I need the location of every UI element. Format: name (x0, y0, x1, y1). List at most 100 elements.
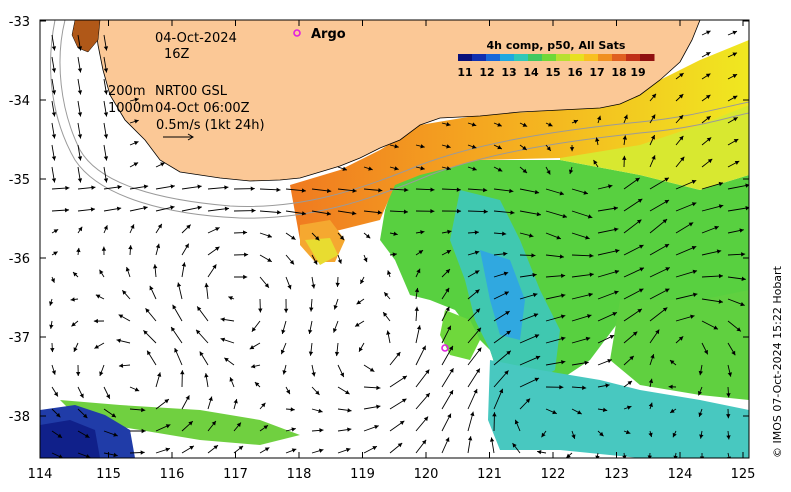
velocity-arrowhead (73, 347, 78, 352)
velocity-arrowhead (116, 206, 122, 211)
velocity-arrowhead (101, 246, 107, 251)
lon-tick-label: 114 (28, 467, 53, 482)
colorbar-swatch (598, 54, 613, 61)
velocity-arrowhead (647, 455, 652, 458)
velocity-arrowhead (585, 336, 591, 342)
velocity-arrowhead (625, 429, 631, 435)
velocity-arrowhead (291, 448, 297, 453)
velocity-arrowhead (713, 325, 719, 330)
velocity-arrowhead (637, 198, 643, 203)
velocity-arrowhead (342, 166, 347, 171)
colorbar-swatch (472, 54, 487, 61)
velocity-arrowhead (53, 251, 58, 256)
velocity-arrowhead (326, 211, 332, 216)
sst-green-west (60, 400, 300, 445)
velocity-arrowhead (250, 186, 255, 191)
velocity-arrowhead (588, 292, 593, 297)
velocity-arrowhead (745, 205, 749, 211)
velocity-arrowhead (510, 210, 515, 215)
velocity-arrowhead (372, 446, 377, 451)
velocity-arrowhead (650, 135, 655, 140)
velocity-arrowhead (582, 385, 587, 390)
velocity-arrowhead (394, 166, 399, 171)
velocity-arrowhead (512, 443, 517, 448)
velocity-arrowhead (308, 351, 314, 356)
velocity-arrowhead (541, 432, 546, 438)
velocity-arrowhead (716, 249, 722, 254)
velocity-arrowhead (648, 432, 653, 438)
velocity-arrowhead (678, 115, 684, 120)
velocity-arrowhead (301, 211, 307, 216)
velocity-arrowhead (103, 225, 108, 230)
velocity-arrowhead (475, 368, 480, 374)
velocity-arrowhead (571, 434, 576, 439)
colorbar-tick: 17 (589, 66, 604, 79)
velocity-arrowhead (51, 134, 57, 139)
velocity-arrowhead (281, 329, 286, 335)
velocity-arrowhead (394, 144, 399, 149)
velocity-arrowhead (445, 306, 450, 312)
velocity-arrowhead (648, 378, 654, 384)
velocity-arrowhead (597, 115, 602, 121)
velocity-arrowhead (613, 206, 618, 211)
velocity-arrowhead (369, 367, 375, 372)
velocity-arrowhead (559, 191, 565, 196)
bathymetry-contours (50, 20, 749, 219)
velocity-arrowhead (589, 272, 594, 277)
velocity-arrowhead (315, 390, 320, 395)
velocity-arrowhead (718, 273, 724, 279)
velocity-arrowhead (471, 122, 477, 127)
velocity-arrowhead (308, 329, 313, 334)
velocity-arrowhead (172, 304, 177, 310)
velocity-arrowhead (345, 447, 351, 453)
velocity-arrowhead (626, 405, 632, 410)
velocity-arrowhead (75, 371, 81, 377)
velocity-arrowhead (522, 145, 527, 151)
lon-tick-label: 122 (541, 467, 566, 482)
velocity-arrowhead (602, 407, 608, 413)
velocity-arrowhead (691, 245, 697, 250)
velocity-arrowhead (125, 267, 130, 272)
velocity-arrowhead (106, 394, 110, 399)
velocity-arrowhead (651, 93, 657, 99)
velocity-arrowhead (386, 270, 392, 275)
velocity-arrowhead (692, 292, 698, 297)
velocity-arrowhead (638, 288, 644, 293)
lon-tick-label: 120 (414, 467, 439, 482)
velocity-arrowhead (250, 364, 256, 369)
velocity-arrowhead (113, 432, 118, 437)
velocity-arrowhead (347, 427, 352, 432)
velocity-arrowhead (705, 73, 711, 78)
velocity-arrowhead (365, 234, 371, 239)
colorbar-swatch (528, 54, 543, 61)
velocity-arrowhead (691, 202, 697, 207)
depth-1000-label: 1000m (108, 101, 154, 116)
velocity-arrowhead (741, 252, 746, 257)
velocity-arrowhead (559, 254, 564, 259)
velocity-arrowhead (197, 205, 202, 210)
velocity-arrowhead (103, 178, 109, 183)
colorbar-swatch (458, 54, 473, 61)
velocity-arrowhead (164, 399, 169, 404)
velocity-arrowhead (134, 119, 139, 124)
velocity-arrowhead (185, 395, 190, 400)
velocity-arrowhead (238, 445, 244, 451)
velocity-arrowhead (664, 177, 669, 182)
velocity-arrowhead (577, 410, 582, 415)
velocity-arrowhead (679, 135, 684, 141)
velocity-arrowhead (732, 30, 738, 35)
velocity-arrowhead (337, 259, 342, 264)
velocity-arrowhead (352, 188, 357, 193)
velocity-arrowhead (155, 243, 161, 249)
velocity-arrowhead (118, 314, 124, 319)
velocity-arrowhead (113, 452, 118, 458)
velocity-arrowhead (311, 284, 316, 289)
velocity-arrowhead (57, 433, 63, 438)
velocity-arrowhead (314, 236, 320, 241)
velocity-arrowhead (249, 345, 255, 350)
velocity-arrowhead (664, 288, 670, 293)
velocity-arrowhead (143, 205, 148, 211)
velocity-arrowhead (587, 314, 592, 319)
velocity-arrowhead (404, 187, 409, 193)
velocity-arrowhead (334, 351, 340, 357)
